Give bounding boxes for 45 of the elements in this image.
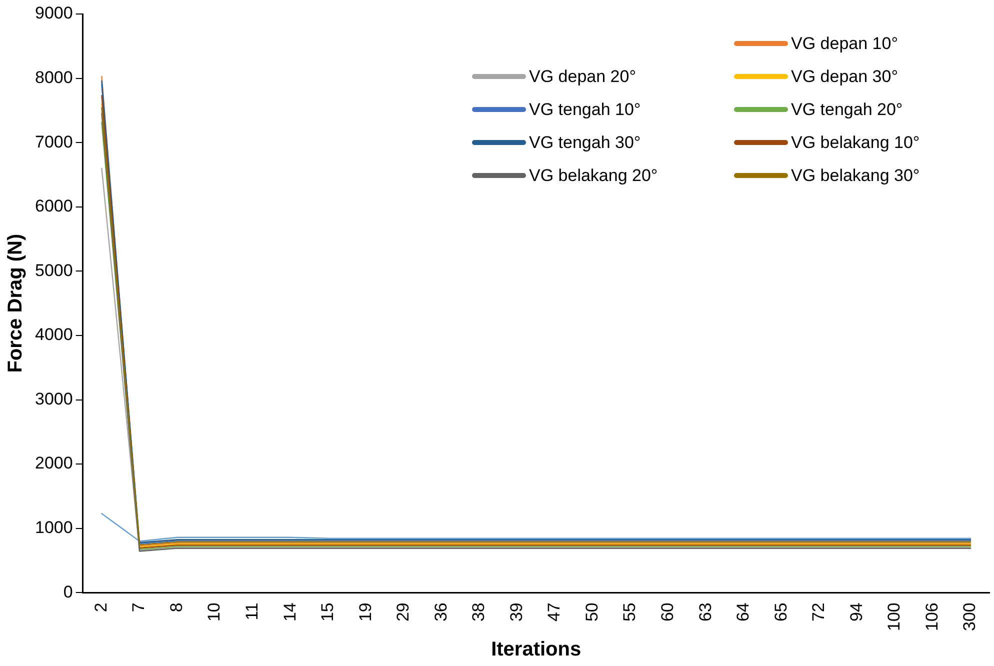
legend-label: VG tengah 10° [529, 100, 641, 120]
legend-label: VG tengah 20° [791, 100, 903, 120]
x-tick-label: 36 [431, 602, 450, 622]
x-axis-title: Iterations [491, 638, 582, 661]
x-tick-label: 8 [166, 602, 186, 612]
x-tick-label: 100 [884, 602, 904, 632]
legend-label: VG belakang 30° [791, 166, 920, 186]
x-tick-label: 94 [846, 602, 866, 622]
y-axis-title: Force Drag (N) [4, 234, 27, 373]
y-tick-label: 8000 [34, 68, 73, 87]
x-tick-label: 47 [544, 602, 564, 622]
x-tick-label: 72 [809, 602, 828, 622]
x-tick-label: 11 [242, 602, 262, 620]
x-tick-label: 15 [318, 602, 338, 622]
x-tick-label: 2 [91, 602, 110, 612]
legend-label: VG depan 20° [529, 66, 636, 86]
x-tick-label: 39 [506, 602, 526, 622]
x-tick-label: 106 [922, 602, 942, 632]
y-tick-label: 9000 [34, 4, 73, 23]
x-tick-label: 63 [696, 602, 715, 622]
y-tick-label: 0 [63, 582, 73, 602]
x-tick-label: 300 [960, 602, 980, 632]
x-tick-label: 64 [734, 602, 753, 622]
x-tick-label: 60 [658, 602, 678, 622]
x-tick-label: 10 [204, 602, 224, 622]
legend-label: VG belakang 20° [529, 166, 658, 186]
y-tick-label: 2000 [34, 454, 73, 473]
y-tick-label: 4000 [34, 325, 73, 344]
y-tick-label: 3000 [34, 389, 73, 408]
y-tick-label: 7000 [34, 132, 73, 152]
x-tick-label: 38 [469, 602, 488, 622]
legend-label: VG belakang 10° [791, 132, 920, 152]
legend-label: VG tengah 30° [529, 132, 641, 152]
x-tick-label: 50 [582, 602, 602, 622]
x-tick-label: 14 [280, 602, 300, 622]
x-tick-label: 19 [356, 602, 375, 622]
x-tick-label: 65 [771, 602, 790, 622]
x-tick-label: 7 [129, 602, 148, 612]
y-tick-label: 5000 [34, 260, 73, 280]
legend-label: VG depan 10° [791, 34, 898, 54]
y-tick-label: 6000 [34, 196, 73, 216]
y-tick-label: 1000 [34, 518, 73, 538]
x-tick-label: 55 [620, 602, 640, 622]
x-tick-label: 29 [394, 602, 413, 622]
legend-label: VG depan 30° [791, 66, 898, 86]
